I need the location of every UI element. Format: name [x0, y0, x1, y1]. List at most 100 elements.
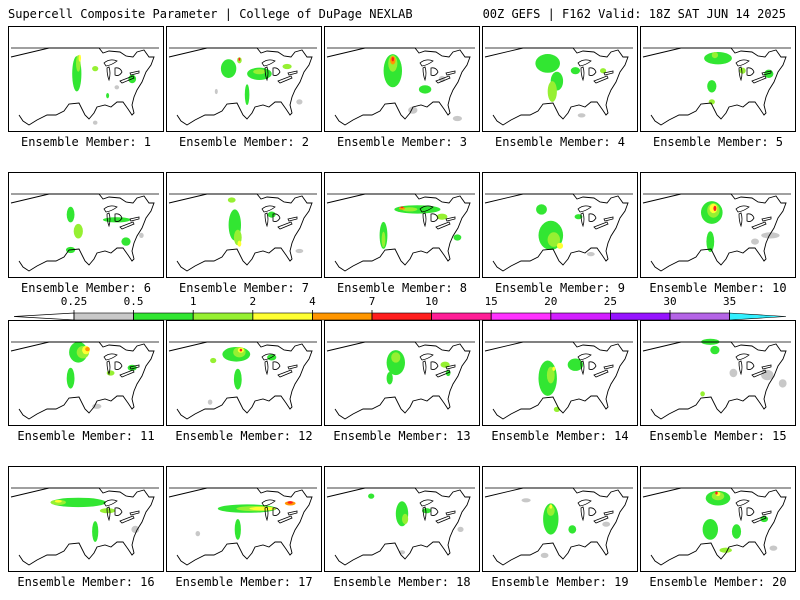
member-label-12: Ensemble Member: 12 [175, 429, 313, 443]
great-lake [261, 499, 276, 507]
legend-tick-label: 15 [484, 295, 498, 308]
scp-contour [761, 232, 780, 239]
scp-contour [577, 113, 586, 118]
scp-contour [715, 491, 718, 495]
member-map-4 [482, 26, 638, 132]
coastline [10, 47, 155, 126]
member-label-9: Ensemble Member: 9 [494, 281, 626, 295]
great-lake [277, 221, 293, 230]
us-map-6 [10, 193, 159, 272]
member-label-10: Ensemble Member: 10 [649, 281, 787, 295]
scp-contour [121, 237, 131, 246]
great-lake [435, 369, 451, 378]
us-map-18 [326, 487, 475, 566]
great-lake [114, 507, 123, 516]
great-lake [106, 212, 111, 228]
scp-contour [282, 63, 292, 70]
coastline [10, 341, 155, 420]
scp-contour [751, 238, 759, 245]
member-label-8: Ensemble Member: 8 [336, 281, 468, 295]
scp-contour [547, 232, 560, 247]
great-lake [419, 205, 434, 213]
member-map-19 [482, 466, 638, 572]
scp-contour [210, 357, 217, 364]
scp-contour [540, 552, 549, 558]
scp-contour [386, 372, 393, 385]
member-map-3 [324, 26, 480, 132]
scp-contour [391, 352, 401, 363]
scp-contour [267, 211, 276, 218]
coastline [10, 487, 155, 566]
member-label-6: Ensemble Member: 6 [20, 281, 152, 295]
scp-contour [402, 513, 409, 525]
great-lake [430, 507, 439, 516]
member-map-6 [8, 172, 164, 278]
scp-contour [50, 497, 106, 508]
great-lake [103, 353, 118, 361]
great-lake [593, 369, 609, 378]
great-lake [272, 213, 281, 222]
great-lake [761, 364, 772, 370]
member-label-1: Ensemble Member: 1 [20, 135, 152, 149]
scp-contour [452, 115, 462, 122]
scp-contour [287, 501, 293, 504]
scp-contour [131, 525, 140, 533]
scp-contour [700, 391, 705, 397]
great-lake [577, 205, 592, 213]
scp-contour [66, 206, 75, 223]
great-lake [106, 66, 111, 82]
scp-contour [398, 207, 406, 210]
great-lake [261, 353, 276, 361]
scp-contour [114, 85, 120, 90]
scp-contour [237, 240, 242, 247]
great-lake [751, 221, 767, 230]
member-label-11: Ensemble Member: 11 [17, 429, 155, 443]
great-lake [588, 67, 597, 76]
scp-contour [92, 120, 98, 125]
legend-low-arrow [14, 312, 75, 321]
valid-time-title: 00Z GEFS | F162 Valid: 18Z SAT JUN 14 20… [482, 7, 786, 21]
great-lake [422, 212, 427, 228]
scp-contour [85, 347, 90, 352]
us-map-19 [484, 487, 633, 566]
member-map-12 [166, 320, 322, 426]
great-lake [588, 507, 597, 516]
great-lake [580, 212, 585, 228]
scp-contour [400, 206, 404, 209]
great-lake [445, 510, 456, 516]
great-lake [603, 364, 614, 370]
coastline [642, 47, 787, 126]
great-lake [264, 66, 269, 82]
great-lake [735, 205, 750, 213]
great-lake [114, 67, 123, 76]
great-lake [761, 510, 772, 516]
great-lake [119, 515, 135, 524]
scp-contour [296, 99, 303, 105]
scp-contour [702, 519, 718, 540]
great-lake [588, 213, 597, 222]
great-lake [435, 515, 451, 524]
legend-tick-label: 30 [663, 295, 677, 308]
member-label-14: Ensemble Member: 14 [491, 429, 629, 443]
us-map-10 [642, 193, 791, 272]
member-map-17 [166, 466, 322, 572]
member-map-10 [640, 172, 796, 278]
great-lake [261, 205, 276, 213]
scp-contour [253, 69, 266, 75]
scp-contour [207, 399, 213, 405]
great-lake [738, 66, 743, 82]
scp-contour [536, 204, 547, 215]
great-lake [577, 499, 592, 507]
scp-contour [552, 366, 556, 371]
scp-contour [710, 345, 720, 355]
great-lake [422, 66, 427, 82]
great-lake [419, 499, 434, 507]
scp-contour [729, 368, 738, 378]
scp-contour [769, 545, 778, 551]
scp-contour [234, 519, 241, 540]
great-lake [119, 221, 135, 230]
legend-tick-label: 0.5 [123, 295, 144, 308]
scp-contour [761, 369, 774, 381]
great-lake [103, 59, 118, 67]
scp-contour [713, 205, 717, 211]
